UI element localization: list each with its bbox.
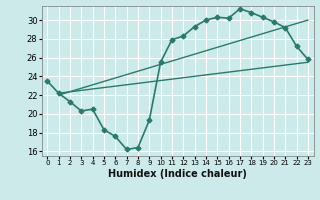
X-axis label: Humidex (Indice chaleur): Humidex (Indice chaleur) — [108, 169, 247, 179]
